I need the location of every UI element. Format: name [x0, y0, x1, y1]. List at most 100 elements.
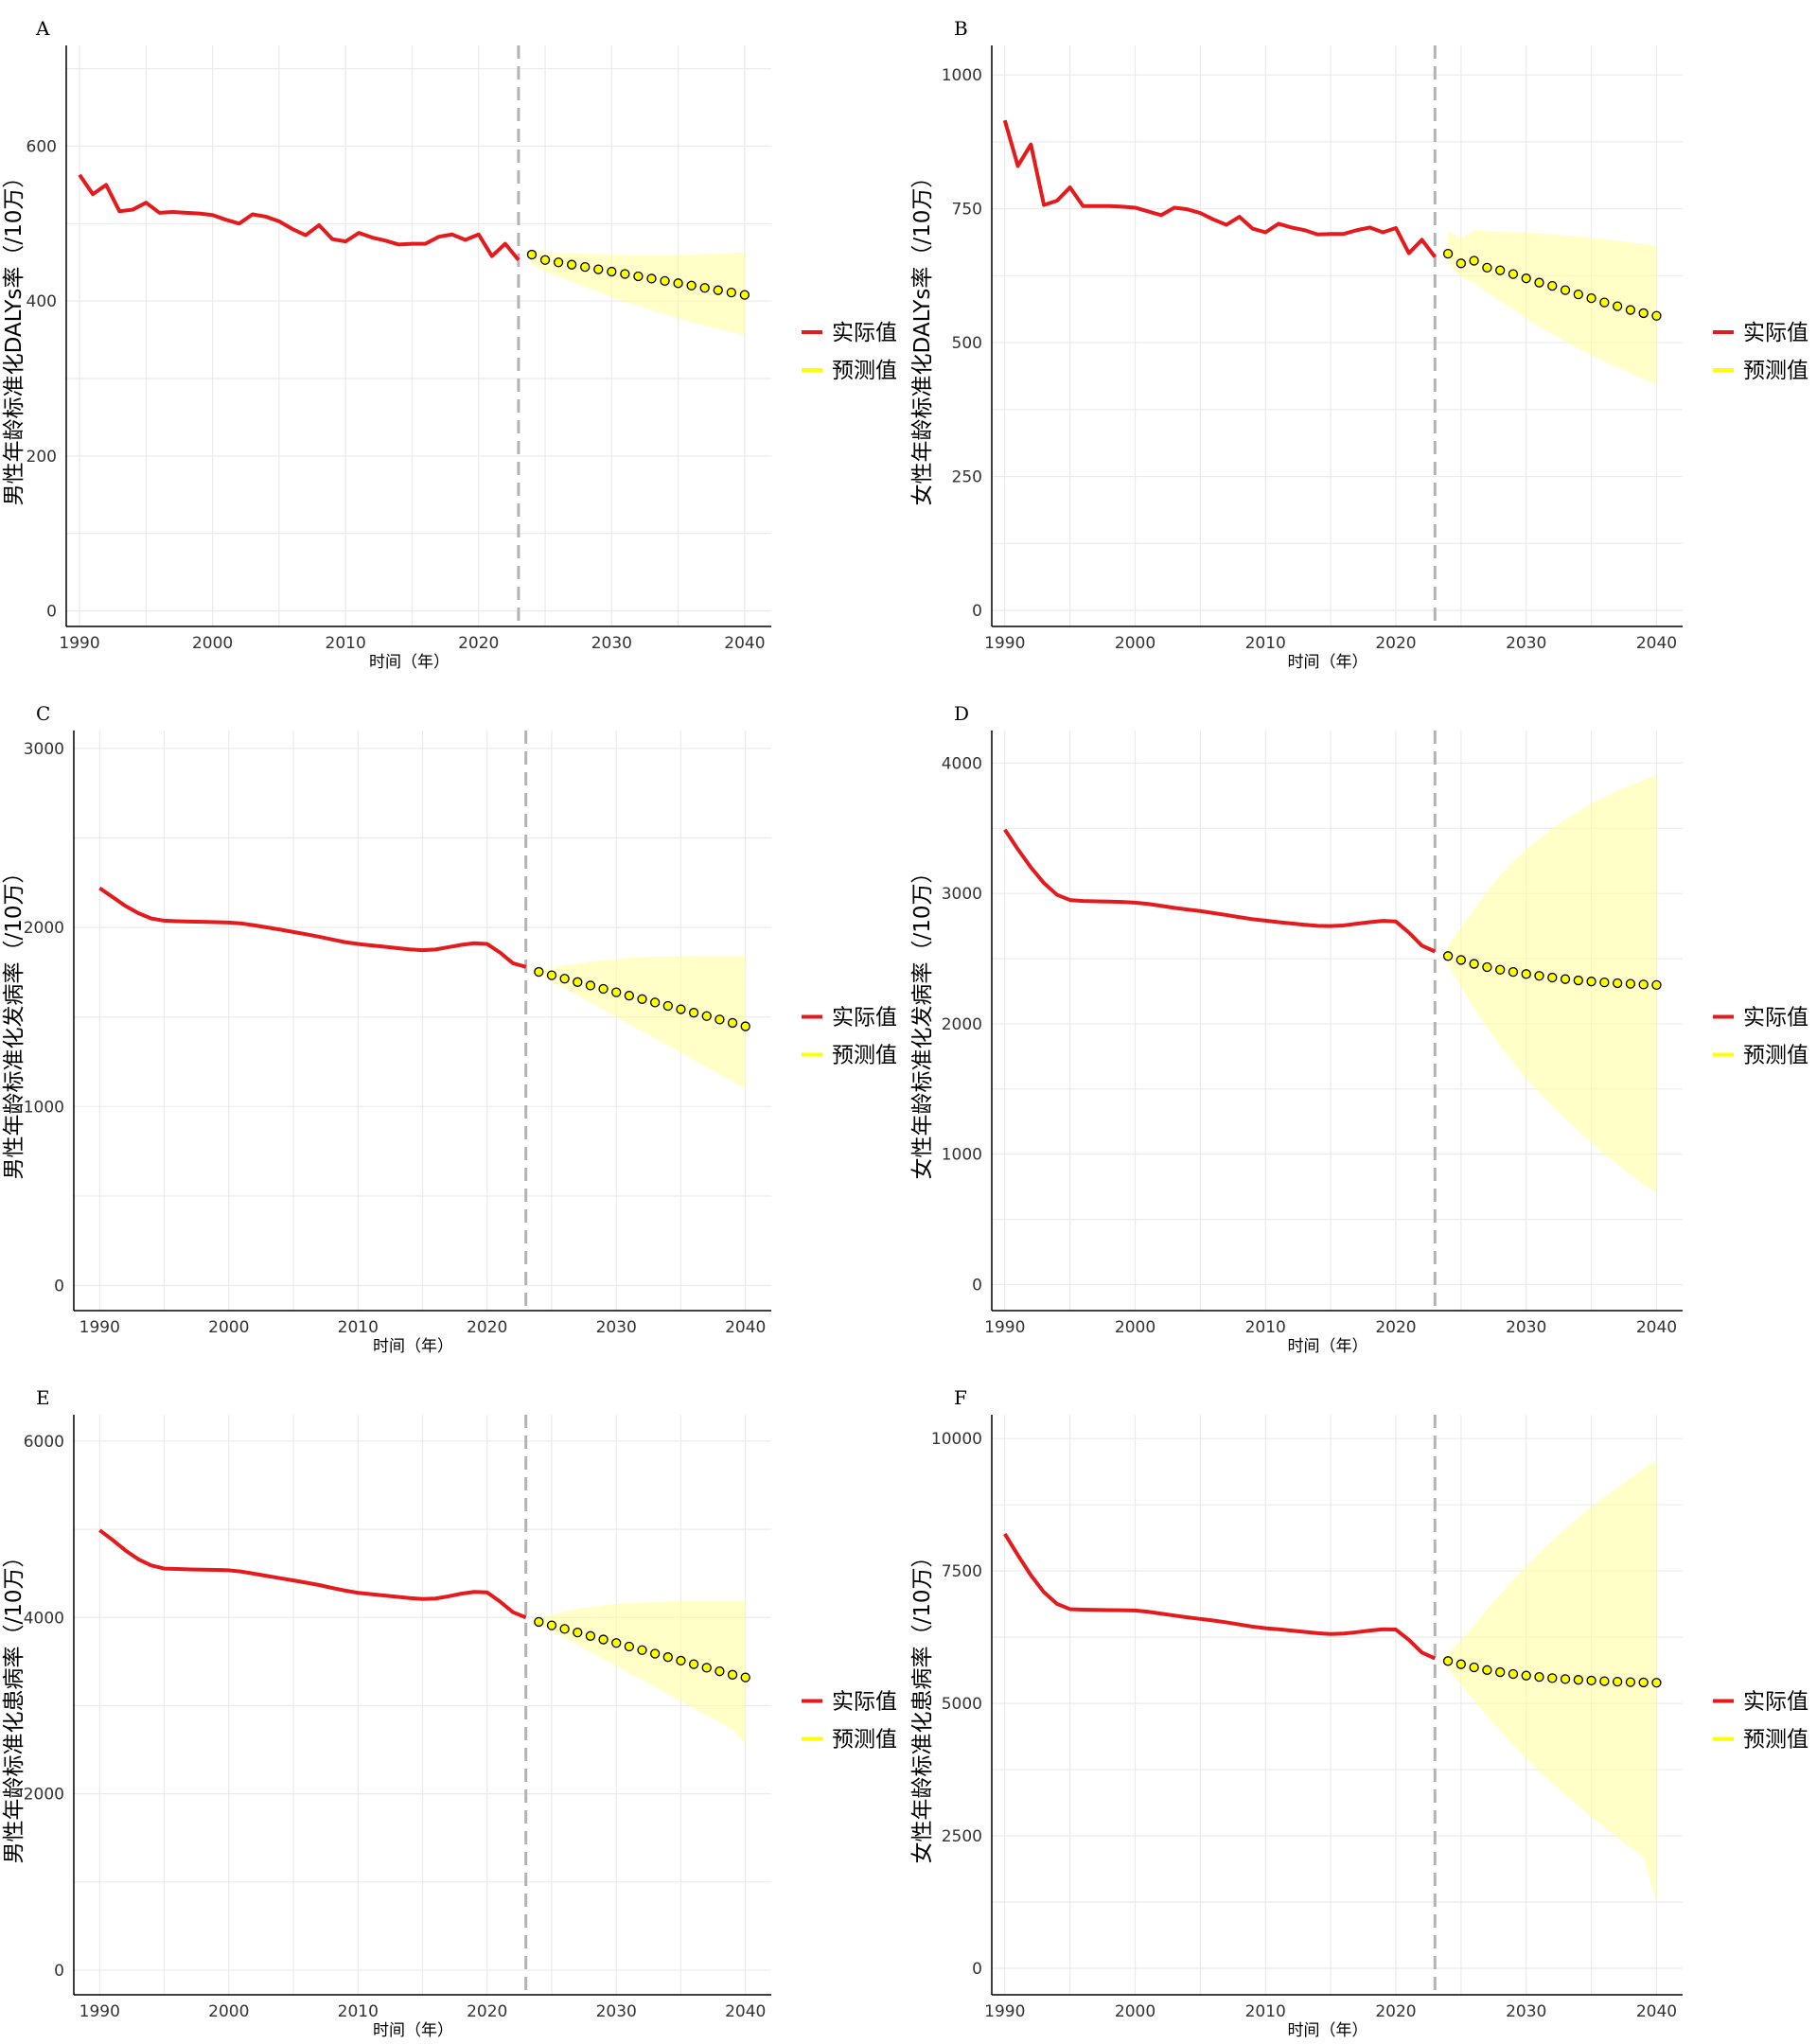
forecast-point — [1482, 961, 1492, 973]
forecast-point — [1521, 1670, 1531, 1681]
forecast-point — [573, 977, 583, 987]
forecast-point — [585, 980, 596, 991]
forecast-point — [1638, 308, 1649, 319]
forecast-point — [1534, 277, 1544, 288]
y-tick-label: 0 — [54, 1278, 64, 1296]
forecast-point — [688, 1659, 699, 1669]
forecast-point — [650, 1648, 661, 1659]
x-tick-label: 2000 — [192, 634, 233, 653]
forecast-point — [567, 259, 577, 270]
x-tick-label: 2030 — [1506, 2002, 1546, 2021]
forecast-point — [676, 1655, 686, 1666]
gridlines — [66, 45, 771, 626]
x-tick-label: 1990 — [984, 634, 1025, 653]
panel-letter: A — [35, 17, 50, 40]
x-tick-label: 2000 — [208, 2002, 249, 2021]
chart-panel-f: 1990 2000 2010 2020 2030 2040 0 2500 5000 7500 100… — [910, 1386, 1808, 2040]
x-tick-label: 2020 — [458, 634, 499, 653]
forecast-point — [1586, 292, 1596, 304]
forecast-point — [740, 1672, 750, 1683]
forecast-point — [1573, 975, 1583, 986]
forecast-point — [1560, 974, 1571, 984]
legend-label-actual: 实际值 — [832, 1006, 897, 1031]
x-tick-label: 2030 — [591, 634, 632, 653]
panel-letter: F — [954, 1386, 967, 1409]
forecast-point — [593, 264, 604, 274]
x-tick-label: 2010 — [338, 2002, 379, 2021]
y-tick-label: 400 — [26, 292, 57, 311]
chart-panel-b: 1990 2000 2010 2020 2030 2040 0 250 500 750 1000 时间… — [910, 17, 1808, 672]
panel-letter: D — [954, 702, 969, 725]
forecast-point — [646, 273, 657, 284]
x-axis-title: 时间（年） — [1288, 2021, 1368, 2040]
forecast-point — [1547, 1673, 1558, 1683]
x-tick-label: 2020 — [1375, 2002, 1416, 2021]
forecast-point — [701, 1011, 712, 1021]
forecast-point — [624, 1641, 635, 1652]
forecast-point — [660, 275, 670, 287]
forecast-point — [534, 966, 544, 978]
forecast-interval — [1448, 774, 1657, 1194]
y-tick-label: 4000 — [24, 1609, 64, 1628]
legend-label-forecast: 预测值 — [1743, 359, 1808, 383]
legend-label-actual: 实际值 — [832, 1690, 897, 1715]
forecast-point — [546, 1620, 557, 1630]
forecast-point — [598, 983, 609, 995]
actual-series-line — [98, 1528, 527, 1620]
forecast-point — [559, 974, 570, 984]
legend-label-actual: 实际值 — [832, 321, 897, 345]
y-tick-label: 200 — [26, 448, 57, 467]
forecast-point — [637, 994, 647, 1004]
forecast-point — [1547, 972, 1558, 983]
forecast-point — [585, 1630, 596, 1641]
panel-letter: E — [36, 1386, 50, 1409]
y-axis-title: 女性年龄标准化发病率（/10万） — [910, 861, 935, 1179]
x-axis-title: 时间（年） — [1288, 1337, 1368, 1356]
forecast-point — [701, 1663, 712, 1673]
y-tick-label: 3000 — [942, 885, 982, 904]
y-tick-label: 3000 — [24, 740, 64, 759]
forecast-point — [676, 1004, 686, 1014]
forecast-point — [1455, 955, 1466, 965]
gridlines — [74, 731, 771, 1311]
y-tick-label: 4000 — [942, 754, 982, 773]
y-tick-label: 0 — [54, 1962, 64, 1981]
forecast-point — [740, 1021, 750, 1031]
x-tick-label: 1990 — [79, 2002, 120, 2021]
y-tick-label: 6000 — [24, 1433, 64, 1452]
y-tick-label: 750 — [952, 201, 982, 220]
forecast-point — [1625, 1677, 1636, 1687]
y-tick-label: 500 — [952, 334, 982, 353]
forecast-point — [1469, 959, 1479, 969]
forecast-point — [727, 1017, 738, 1029]
x-tick-label: 2040 — [1636, 634, 1677, 653]
forecast-point — [1508, 269, 1519, 279]
actual-series-line — [1003, 828, 1437, 954]
y-axis-title: 男性年龄标准化发病率（/10万） — [2, 861, 26, 1179]
x-tick-label: 2000 — [208, 1318, 249, 1337]
forecast-point — [1573, 289, 1583, 300]
forecast-point — [1573, 1675, 1583, 1685]
chart-panel-d: 1990 2000 2010 2020 2030 2040 0 1000 2000 3000 400… — [910, 702, 1808, 1356]
x-tick-label: 2020 — [467, 1318, 507, 1337]
y-tick-label: 0 — [972, 602, 982, 621]
forecast-point — [598, 1634, 609, 1645]
forecast-point — [1638, 979, 1649, 990]
x-tick-label: 2030 — [1506, 634, 1546, 653]
forecast-point — [1560, 285, 1571, 295]
x-tick-label: 2000 — [1115, 2002, 1155, 2021]
forecast-point — [1586, 1675, 1596, 1686]
x-axis-title: 时间（年） — [373, 2021, 453, 2040]
x-tick-label: 2030 — [596, 2002, 637, 2021]
legend-label-actual: 实际值 — [1743, 1690, 1808, 1715]
panel-letter: C — [36, 702, 50, 725]
forecast-point — [662, 1652, 673, 1663]
forecast-point — [1599, 977, 1610, 988]
legend-label-forecast: 预测值 — [832, 1044, 897, 1068]
x-tick-label: 2030 — [596, 1318, 637, 1337]
y-axis-title: 女性年龄标准化患病率（/10万） — [910, 1545, 935, 1863]
y-tick-label: 5000 — [942, 1695, 982, 1714]
panel-letter: B — [954, 17, 968, 40]
x-tick-label: 2040 — [725, 2002, 766, 2021]
legend-label-forecast: 预测值 — [832, 359, 897, 383]
